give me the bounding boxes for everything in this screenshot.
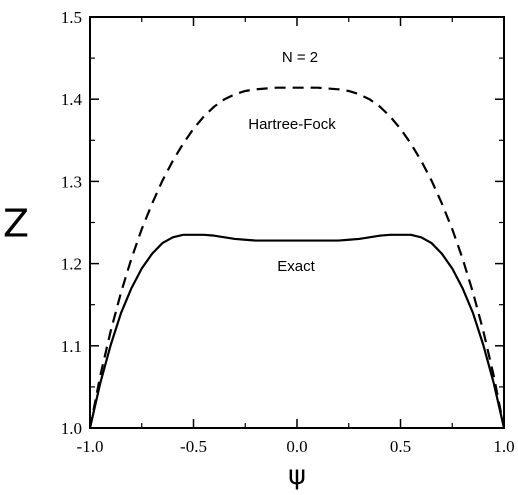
y-tick-label: 1.3 (61, 172, 82, 191)
y-tick-label: 1.0 (61, 419, 82, 438)
y-tick-label: 1.1 (61, 337, 82, 356)
x-tick-label: 0.5 (390, 437, 411, 456)
y-axis-title: Z (3, 202, 29, 246)
x-axis-title: ψ (288, 460, 306, 491)
series-exact-line (88, 233, 506, 429)
y-tick-label: 1.2 (61, 255, 82, 274)
plot-frame (89, 16, 505, 429)
x-tick-label: -1.0 (77, 437, 104, 456)
annotation-n-label: N = 2 (282, 49, 318, 66)
y-tick-label: 1.5 (61, 8, 82, 27)
annotation-exact-label: Exact (277, 258, 315, 275)
ticks (89, 16, 505, 429)
y-tick-label: 1.4 (61, 90, 83, 109)
annotation-hartree-fock-label: Hartree-Fock (248, 116, 336, 133)
x-tick-label: -0.5 (180, 437, 207, 456)
labels: -1.0 -0.5 0.0 0.5 1.0 1.0 1.1 1.2 1.3 1.4 1.5 (61, 8, 515, 456)
x-tick-label: 1.0 (493, 437, 514, 456)
series-hartree-fock-line (88, 86, 506, 429)
x-tick-label: 0.0 (286, 437, 307, 456)
series-layer (88, 86, 506, 429)
